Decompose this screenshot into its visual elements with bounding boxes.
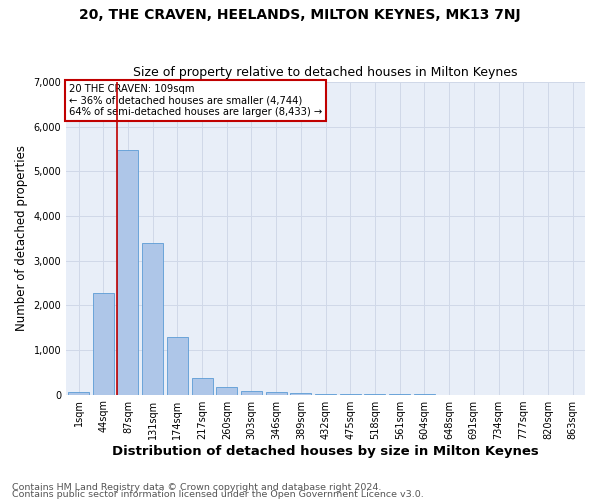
Text: 20 THE CRAVEN: 109sqm
← 36% of detached houses are smaller (4,744)
64% of semi-d: 20 THE CRAVEN: 109sqm ← 36% of detached … — [69, 84, 322, 117]
Bar — [266, 392, 287, 394]
Bar — [93, 293, 114, 394]
Bar — [241, 390, 262, 394]
Text: Contains public sector information licensed under the Open Government Licence v3: Contains public sector information licen… — [12, 490, 424, 499]
X-axis label: Distribution of detached houses by size in Milton Keynes: Distribution of detached houses by size … — [112, 444, 539, 458]
Text: Contains HM Land Registry data © Crown copyright and database right 2024.: Contains HM Land Registry data © Crown c… — [12, 484, 382, 492]
Bar — [118, 150, 139, 394]
Title: Size of property relative to detached houses in Milton Keynes: Size of property relative to detached ho… — [133, 66, 518, 80]
Y-axis label: Number of detached properties: Number of detached properties — [15, 146, 28, 332]
Bar — [68, 392, 89, 394]
Bar — [142, 243, 163, 394]
Text: 20, THE CRAVEN, HEELANDS, MILTON KEYNES, MK13 7NJ: 20, THE CRAVEN, HEELANDS, MILTON KEYNES,… — [79, 8, 521, 22]
Bar — [290, 393, 311, 394]
Bar — [216, 386, 237, 394]
Bar — [191, 378, 212, 394]
Bar — [167, 336, 188, 394]
